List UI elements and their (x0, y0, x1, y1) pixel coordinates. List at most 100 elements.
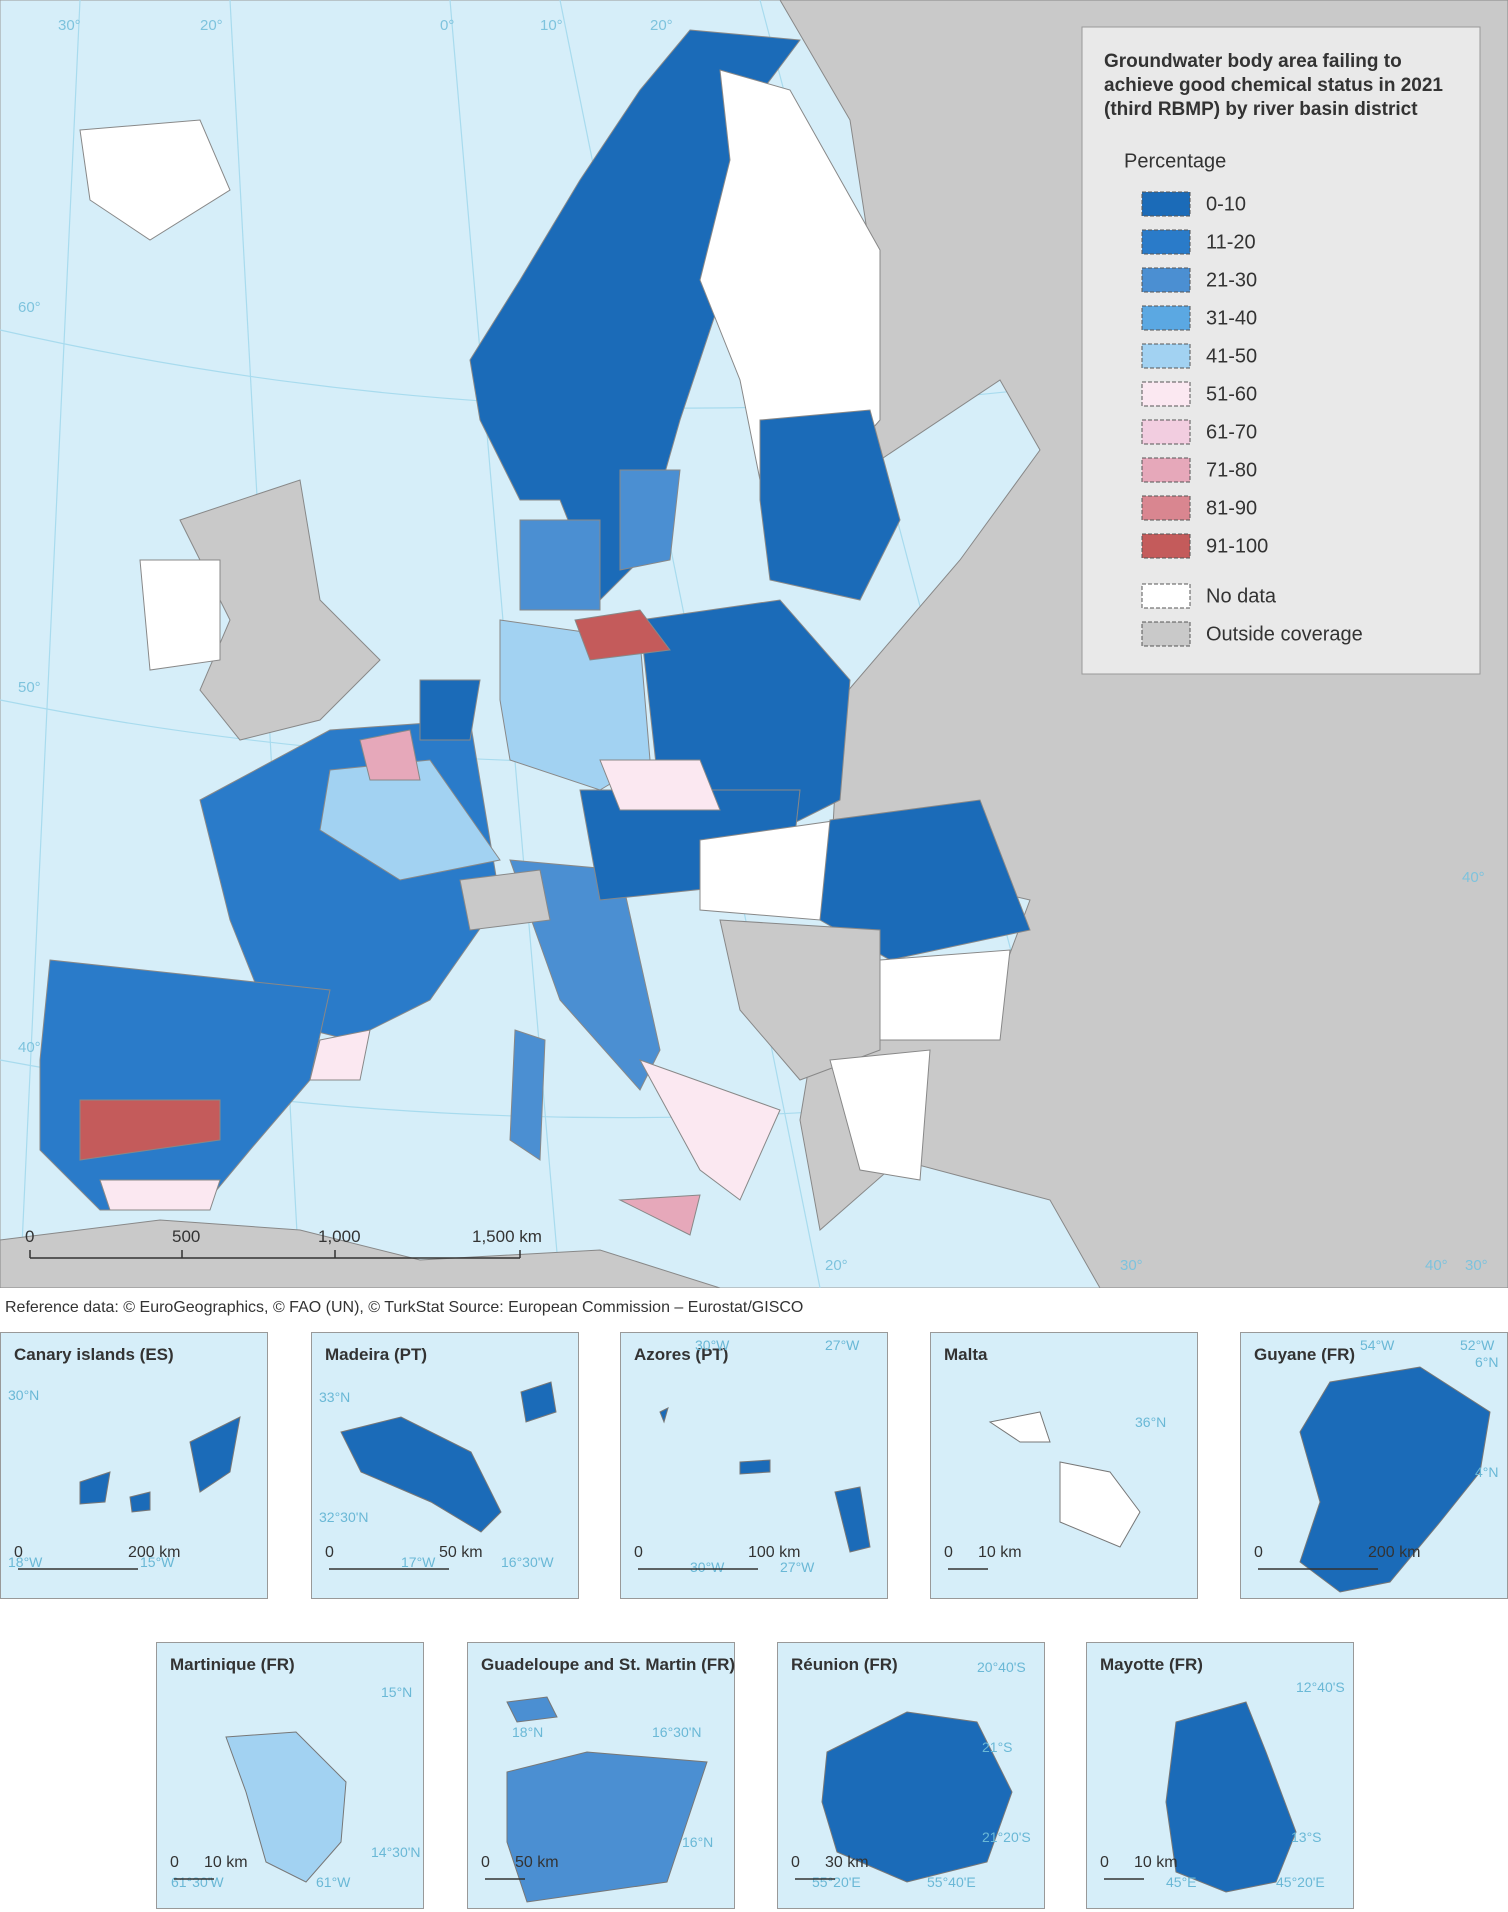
graticule-label: 30° (58, 17, 81, 34)
inset-land (821, 1711, 1013, 1883)
inset-coordinate: 17°W (401, 1554, 436, 1570)
graticule-label: 0° (440, 17, 454, 34)
inset-title: Madeira (PT) (325, 1345, 427, 1364)
inset: Guadeloupe and St. Martin (FR) 18°N 16°30'… (467, 1642, 735, 1909)
inset-title: Canary islands (ES) (14, 1345, 174, 1364)
legend-swatch (1141, 533, 1191, 559)
legend-swatch (1141, 343, 1191, 369)
graticule-label: 30° (1120, 1257, 1143, 1274)
inset: Canary islands (ES) 30°N 18°W 15°W 0 200 km (0, 1332, 268, 1599)
legend-label: Outside coverage (1206, 623, 1363, 645)
scale-label: 0 (170, 1854, 179, 1871)
legend-label: 71-80 (1206, 459, 1257, 481)
inset-coordinate: 33°N (319, 1389, 350, 1405)
inset-coordinate: 30°N (8, 1387, 39, 1403)
scale-label: 100 km (748, 1544, 800, 1561)
legend-swatch (1141, 621, 1191, 647)
graticule-label: 50° (18, 679, 41, 696)
legend-label: No data (1206, 585, 1277, 607)
scale-label: 200 km (1368, 1544, 1420, 1561)
scale-label: 50 km (439, 1544, 483, 1561)
inset-coordinate: 16°N (682, 1834, 713, 1850)
inset-land (79, 1416, 241, 1513)
scale-label: 0 (1100, 1854, 1109, 1871)
inset-coordinate: 54°W (1360, 1337, 1395, 1353)
inset-coordinate: 16°30'N (652, 1724, 702, 1740)
scale-label: 0 (481, 1854, 490, 1871)
legend-swatch (1141, 583, 1191, 609)
scale-label: 10 km (1134, 1854, 1178, 1871)
inset-title: Guadeloupe and St. Martin (FR) (481, 1655, 735, 1674)
inset-coordinate: 61°W (316, 1874, 351, 1890)
inset-coordinate: 61°30'W (171, 1874, 224, 1890)
legend-label: 51-60 (1206, 383, 1257, 405)
inset-land (225, 1731, 347, 1883)
scale-label: 200 km (128, 1544, 180, 1561)
scale-label: 30 km (825, 1854, 869, 1871)
inset: Azores (PT)30°W 27°W30°W 27°W0 100 km (620, 1332, 888, 1599)
inset-land (659, 1407, 871, 1553)
inset: Guyane (FR) 54°W 52°W6°N 4°N 0 200 km (1240, 1332, 1508, 1599)
inset-coordinate: 36°N (1135, 1414, 1166, 1430)
inset-coordinate: 12°40'S (1296, 1679, 1345, 1695)
graticule-label: 40° (1425, 1257, 1448, 1274)
graticule-label: 10° (540, 17, 563, 34)
legend-label: 81-90 (1206, 497, 1257, 519)
inset-coordinate: 30°W (695, 1337, 730, 1353)
scale-labels: 0 500 1,000 1,500 km (25, 1227, 542, 1246)
legend-swatch (1141, 267, 1191, 293)
scale-label: 500 (172, 1227, 200, 1246)
inset-land (988, 1411, 1141, 1548)
inset-title: Azores (PT) (634, 1345, 728, 1364)
legend-label: 31-40 (1206, 307, 1257, 329)
legend-label: 91-100 (1206, 535, 1268, 557)
inset-coordinate: 18°N (512, 1724, 543, 1740)
scale-bar (29, 1250, 521, 1259)
inset-coordinate: 30°W (690, 1559, 725, 1575)
inset-coordinate: 27°W (780, 1559, 815, 1575)
inset-coordinate: 45°E (1166, 1874, 1197, 1890)
legend-title: Groundwater body area failing to achieve… (1104, 51, 1443, 120)
legend-label: 0-10 (1206, 193, 1246, 215)
inset-coordinate: 45°20'E (1276, 1874, 1325, 1890)
legend-swatch (1141, 495, 1191, 521)
inset-land (506, 1696, 708, 1903)
inset: Réunion (FR) 20°40'S 21°S 21°20'S 55°20'E 55°… (777, 1642, 1045, 1909)
legend-swatch (1141, 191, 1191, 217)
scale-label: 0 (325, 1544, 334, 1561)
scale-label: 0 (14, 1544, 23, 1561)
legend-swatch (1141, 229, 1191, 255)
inset-title: Réunion (FR) (791, 1655, 898, 1674)
legend-swatch (1141, 381, 1191, 407)
scale-label: 10 km (204, 1854, 248, 1871)
legend-box (1081, 26, 1481, 675)
inset-coordinate: 14°30'N (371, 1844, 421, 1860)
graticule-label: 30° (1465, 1257, 1488, 1274)
inset-land (340, 1381, 557, 1533)
inset: Malta 36°N 0 10 km (930, 1332, 1198, 1599)
graticule-label: 20° (650, 17, 673, 34)
inset: Mayotte (FR) 12°40'S 13°S 45°E 45°20'E 0 10 km (1086, 1642, 1354, 1909)
inset-title: Guyane (FR) (1254, 1345, 1355, 1364)
graticule-label: 20° (200, 17, 223, 34)
inset-coordinate: 4°N (1475, 1464, 1499, 1480)
inset-coordinate: 6°N (1475, 1354, 1499, 1370)
inset-coordinate: 55°40'E (927, 1874, 976, 1890)
legend: 0-10 11-20 21-30 31-40 41-50 51-60 61-70 71-80 8… (1141, 191, 1363, 647)
scale-label: 0 (634, 1544, 643, 1561)
main-map: 30° 20° 0° 10° 20° 60° 50° 40° 40° 20° 3… (0, 0, 1508, 1288)
legend-label: 41-50 (1206, 345, 1257, 367)
inset-coordinate: 55°20'E (812, 1874, 861, 1890)
source: Reference data: © EuroGeographics, © FAO… (5, 1299, 804, 1316)
inset-land (1165, 1701, 1297, 1893)
inset-coordinate: 20°40'S (977, 1659, 1026, 1675)
graticule-label: 40° (1462, 869, 1485, 886)
graticule-label: 20° (825, 1257, 848, 1274)
legend-label: 61-70 (1206, 421, 1257, 443)
legend-subtitle: Percentage (1124, 150, 1226, 172)
scale-label: 0 (791, 1854, 800, 1871)
inset-coordinate: 15°N (381, 1684, 412, 1700)
inset: Martinique (FR) 15°N 14°30'N 61°30'W 61°W 0 10… (156, 1642, 424, 1909)
inset-coordinate: 21°S (982, 1739, 1013, 1755)
